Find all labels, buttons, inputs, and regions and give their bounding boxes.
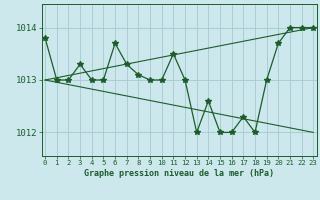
X-axis label: Graphe pression niveau de la mer (hPa): Graphe pression niveau de la mer (hPa) <box>84 169 274 178</box>
